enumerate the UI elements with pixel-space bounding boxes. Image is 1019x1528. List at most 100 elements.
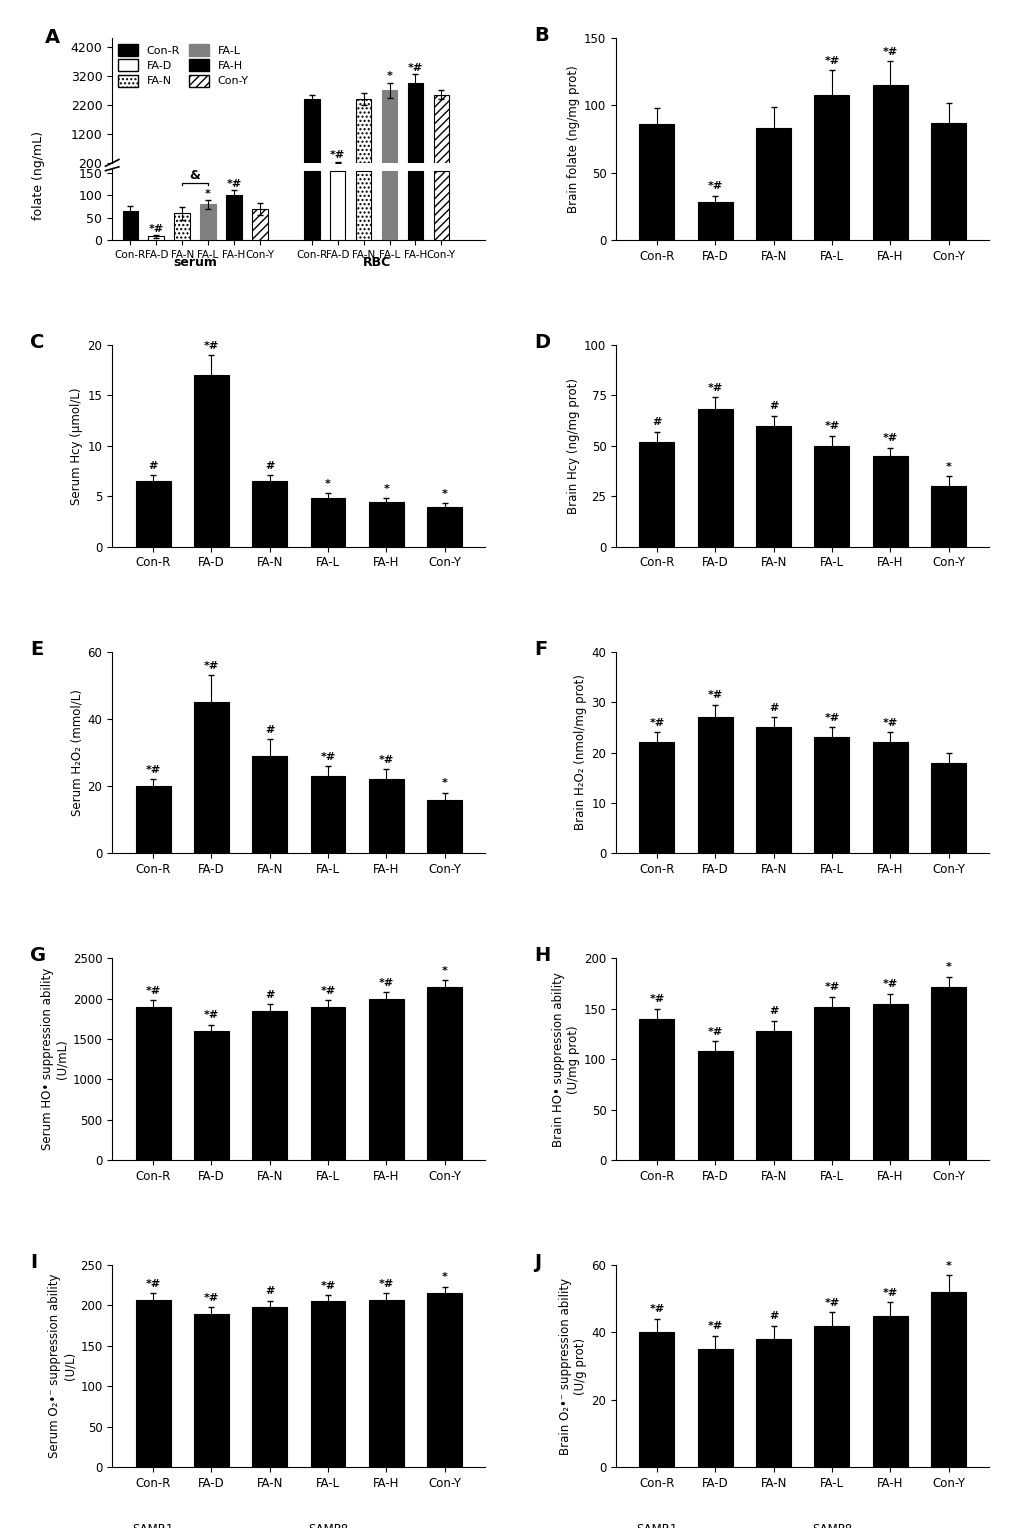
Text: *#: *# [823,1297,839,1308]
Text: *#: *# [881,47,897,57]
Text: SAMR1: SAMR1 [636,1523,677,1528]
Text: *#: *# [146,766,161,775]
Bar [136,1300,170,1467]
Text: *#: *# [881,979,897,989]
Bar [639,1332,674,1467]
Bar [329,171,345,240]
Bar [194,1314,228,1467]
Bar [356,171,371,240]
Text: I: I [30,1253,37,1271]
Text: *#: *# [707,1027,722,1036]
Text: *: * [383,484,389,494]
Bar [381,171,397,240]
Bar [194,701,228,854]
Bar [252,481,287,547]
Bar [252,756,287,854]
Bar [310,498,345,547]
Text: *#: *# [378,978,393,987]
Bar [427,799,462,854]
Text: *#: *# [649,1305,664,1314]
Text: serum: serum [173,255,217,269]
Y-axis label: Brain Hcy (ng/mg prot): Brain Hcy (ng/mg prot) [567,377,580,513]
Text: *#: *# [707,384,722,393]
Bar [369,999,404,1160]
Bar [813,1007,849,1160]
Bar [408,171,423,240]
Bar [310,1302,345,1467]
Text: *#: *# [823,422,839,431]
Text: #: # [768,1311,777,1322]
Text: *: * [386,72,392,81]
Bar [427,507,462,547]
Text: *#: *# [378,1279,393,1290]
Text: *#: *# [320,986,335,996]
Text: *: * [205,188,211,199]
Text: *: * [441,966,447,976]
Bar [930,486,965,547]
Text: *#: *# [649,718,664,727]
Bar [755,128,791,240]
Bar [136,1007,170,1160]
Text: #: # [768,402,777,411]
Bar [639,124,674,240]
Legend: Con-R, FA-D, FA-N, FA-L, FA-H, Con-Y: Con-R, FA-D, FA-N, FA-L, FA-H, Con-Y [113,40,253,92]
Bar [252,1012,287,1160]
Text: *#: *# [707,1322,722,1331]
Bar [174,214,190,240]
Y-axis label: Brain HO• suppression ability
(U/mg prot): Brain HO• suppression ability (U/mg prot… [551,972,580,1146]
Text: *#: *# [823,983,839,992]
Text: F: F [534,640,547,659]
Bar [136,787,170,854]
Bar [813,1326,849,1467]
Bar [813,738,849,854]
Bar [697,1051,732,1160]
Bar [310,776,345,854]
Text: *#: *# [204,341,219,350]
Text: *#: *# [330,150,345,160]
Text: *#: *# [408,63,423,73]
Bar [639,442,674,547]
Bar [755,1339,791,1467]
Text: #: # [265,1287,274,1296]
Text: *#: *# [204,1293,219,1303]
Text: J: J [534,1253,541,1271]
Text: *#: *# [204,1010,219,1021]
Text: #: # [265,990,274,999]
Bar [697,1349,732,1467]
Bar [304,99,319,168]
Text: *: * [325,478,330,489]
Y-axis label: folate (ng/mL): folate (ng/mL) [32,131,45,220]
Bar [755,426,791,547]
Bar [310,1007,345,1160]
Text: *: * [441,778,447,788]
Bar [200,205,216,240]
Bar [329,162,345,168]
Bar [136,481,170,547]
Bar [356,99,371,168]
Text: SAMP8: SAMP8 [308,1523,347,1528]
Bar [697,202,732,240]
Y-axis label: Serum HO• suppression ability
(U/mL): Serum HO• suppression ability (U/mL) [41,969,68,1151]
Text: *: * [441,1273,447,1282]
Bar [697,717,732,854]
Text: *#: *# [881,1288,897,1297]
Text: SAMP8: SAMP8 [811,1523,851,1528]
Bar [930,1293,965,1467]
Text: *#: *# [649,995,664,1004]
Text: *: * [441,489,447,498]
Bar [369,503,404,547]
Bar [930,987,965,1160]
Text: #: # [265,724,274,735]
Text: B: B [534,26,548,46]
Text: #: # [265,460,274,471]
Bar [755,727,791,854]
Text: *#: *# [146,986,161,996]
Text: *#: *# [226,179,242,189]
Bar [369,1300,404,1467]
Bar [872,86,907,240]
Bar [639,1019,674,1160]
Bar [433,95,448,168]
Text: *: * [945,963,951,972]
Bar [122,211,138,240]
Text: *: * [945,1261,951,1271]
